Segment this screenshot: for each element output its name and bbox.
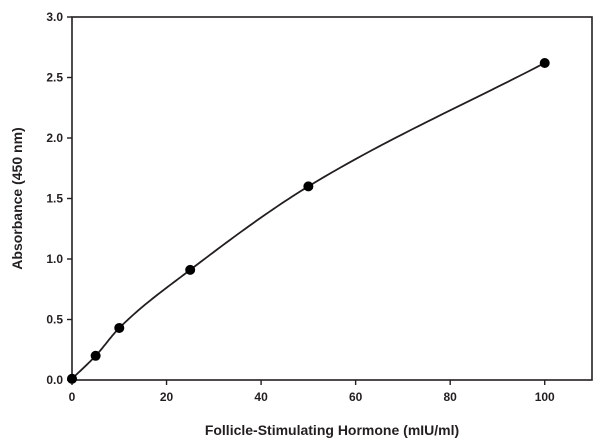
y-tick-label: 1.0: [46, 252, 63, 266]
x-tick-label: 40: [254, 390, 268, 404]
x-tick-label: 80: [444, 390, 458, 404]
x-tick-label: 100: [535, 390, 555, 404]
data-point: [90, 350, 101, 361]
data-point: [539, 57, 550, 68]
y-tick-label: 0.5: [46, 313, 63, 327]
fit-curve: [71, 62, 546, 380]
x-tick-label: 20: [160, 390, 174, 404]
y-axis-title: Absorbance (450 nm): [9, 127, 25, 269]
axis-ticks: 0 20 40 60 80 100 0.0 0.5 1.0 1.5 2.0 2.5 3.0: [46, 10, 555, 404]
fit-curve-group: [71, 62, 546, 380]
y-tick-label: 2.5: [46, 71, 63, 85]
plot-frame: [71, 16, 593, 381]
data-point: [303, 181, 314, 192]
x-tick-label: 0: [69, 390, 76, 404]
data-point: [67, 373, 77, 384]
y-tick-label: 0.0: [46, 373, 63, 387]
data-points: [67, 57, 550, 384]
data-point: [114, 322, 125, 333]
y-tick-label: 2.0: [46, 131, 63, 145]
x-tick-label: 60: [349, 390, 363, 404]
y-tick-label: 3.0: [46, 10, 63, 24]
x-axis-title: Follicle-Stimulating Hormone (mIU/ml): [205, 422, 459, 438]
y-tick-label: 1.5: [46, 192, 63, 206]
plot-border: [71, 16, 593, 381]
data-point: [185, 264, 196, 275]
